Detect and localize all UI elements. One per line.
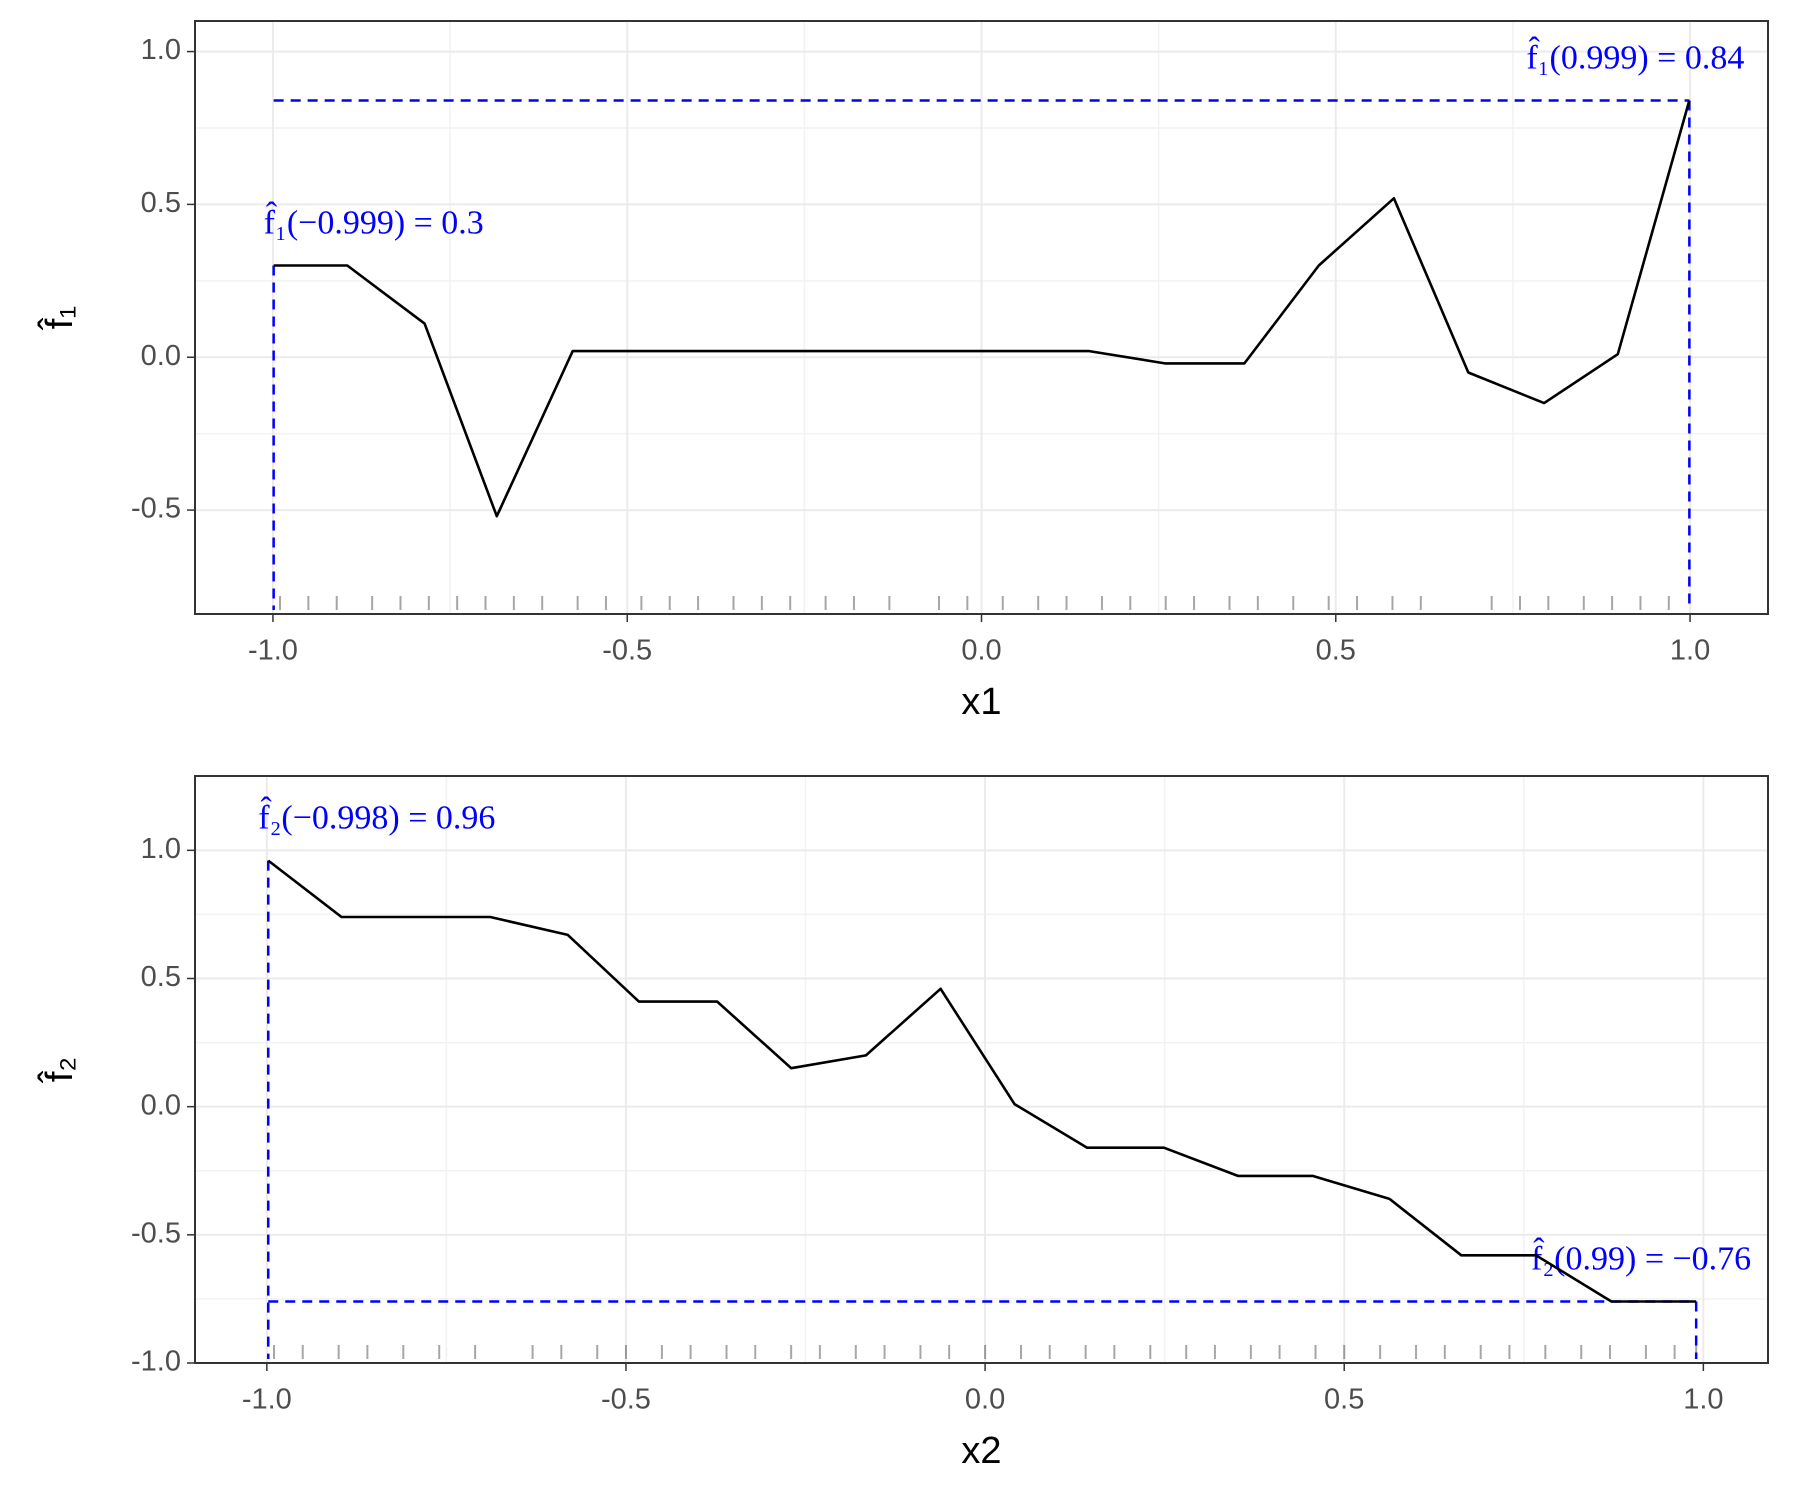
y-tick-label: -1.0 — [131, 1346, 181, 1378]
y-axis-label: f̂₂ — [37, 1057, 81, 1084]
y-tick-label: 0.0 — [141, 340, 181, 372]
y-axis-label: f̂₁ — [37, 306, 81, 331]
annotation: f̂₁(−0.999) = 0.3 — [264, 201, 484, 241]
annotation: f̂₂(−0.998) = 0.96 — [258, 796, 495, 836]
x-tick-label: 1.0 — [1683, 1384, 1723, 1416]
x-tick-label: -0.5 — [601, 1384, 651, 1416]
annotation: f̂₂(0.99) = −0.76 — [1531, 1237, 1751, 1277]
data-line — [267, 859, 1697, 1303]
y-tick-label: 0.0 — [141, 1089, 181, 1121]
panel: -1.0 -0.5 0.0 0.5 1.0 -1.0 -0.5 0.0 0.5 1.0 f̂₂(−0… — [37, 775, 1769, 1472]
x-tick-label: -1.0 — [242, 1384, 292, 1416]
panel-border — [194, 775, 1769, 1364]
y-tick-label: 1.0 — [141, 833, 181, 865]
x-tick-label: 1.0 — [1670, 635, 1710, 667]
y-tick-label: -0.5 — [131, 1217, 181, 1249]
y-tick-label: 1.0 — [141, 34, 181, 66]
x-tick-label: 0.5 — [1324, 1384, 1364, 1416]
panel: -1.0 -0.5 0.0 0.5 1.0 -0.5 0.0 0.5 1.0 f̂₁(−0.999… — [37, 20, 1769, 723]
panel-border — [194, 20, 1769, 615]
x-tick-label: 0.0 — [965, 1384, 1005, 1416]
data-line — [273, 100, 1691, 518]
annotation: f̂₁(0.999) = 0.84 — [1526, 36, 1744, 76]
y-tick-label: -0.5 — [131, 493, 181, 525]
x-tick-label: -1.0 — [248, 635, 298, 667]
y-tick-label: 0.5 — [141, 187, 181, 219]
x-axis-label: x1 — [961, 681, 1001, 723]
x-tick-label: 0.5 — [1316, 635, 1356, 667]
y-tick-label: 0.5 — [141, 961, 181, 993]
x-tick-label: -0.5 — [602, 635, 652, 667]
x-tick-label: 0.0 — [961, 635, 1001, 667]
x-axis-label: x2 — [961, 1430, 1001, 1472]
